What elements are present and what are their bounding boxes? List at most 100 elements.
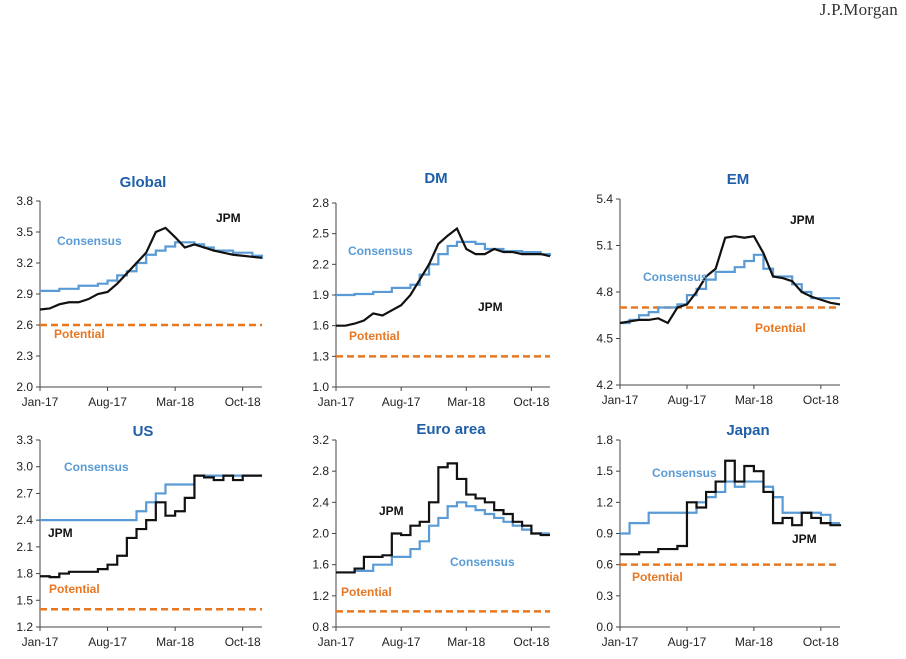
y-tick-label: 1.6	[312, 558, 329, 572]
y-tick-label: 2.7	[16, 486, 33, 500]
x-tick-label: Jan-17	[318, 395, 355, 409]
consensus-series-line	[40, 241, 264, 292]
jpm-series-line	[39, 226, 263, 311]
y-tick-label: 1.9	[312, 288, 329, 302]
y-tick-label: 3.2	[312, 433, 329, 447]
jpmorgan-logo: J.P.Morgan	[819, 0, 898, 19]
chart-panel-em: EM 4.2 4.5 4.8 5.1 5.4 Jan-17 Aug-17 Mar-18 Oct-1…	[578, 168, 878, 413]
x-tick-label: Aug-17	[668, 393, 707, 407]
consensus-label: Consensus	[57, 234, 122, 248]
potential-label: Potential	[54, 327, 105, 341]
x-tick-label: Mar-18	[447, 395, 485, 409]
jpm-label: JPM	[48, 526, 73, 540]
y-tick-label: 2.0	[16, 380, 33, 394]
y-tick-label: 2.0	[312, 527, 329, 541]
chart-panel-euro-area: Euro area 0.8 1.2 1.6 2.0 2.4 2.8 3.2 Jan-17 Aug-…	[288, 420, 588, 659]
y-tick-label: 3.3	[16, 433, 33, 447]
jpm-label: JPM	[792, 532, 817, 546]
x-tick-label: Jan-17	[22, 635, 59, 649]
consensus-series-line	[40, 474, 262, 522]
jpm-series-line	[336, 226, 551, 327]
consensus-series-line	[620, 253, 840, 325]
chart-panel-japan: Japan 0.0 0.3 0.6 0.9 1.2 1.5 1.8 Jan-17 Aug-17 Ma…	[578, 420, 878, 659]
y-tick-label: 2.8	[312, 464, 329, 478]
consensus-label: Consensus	[64, 460, 129, 474]
x-tick-label: Oct-18	[513, 635, 549, 649]
y-tick-label: 2.8	[312, 196, 329, 210]
chart-title: EM	[727, 171, 750, 188]
chart-japan: Japan 0.0 0.3 0.6 0.9 1.2 1.5 1.8 Jan-17 Aug-17 Ma…	[596, 422, 842, 649]
y-tick-label: 1.3	[312, 349, 329, 363]
consensus-series-line	[336, 240, 552, 297]
y-tick-label: 2.6	[16, 318, 33, 332]
y-tick-label: 0.8	[312, 620, 329, 634]
potential-label: Potential	[341, 585, 392, 599]
x-tick-label: Mar-18	[156, 395, 194, 409]
y-tick-label: 2.2	[312, 257, 329, 271]
jpm-label: JPM	[379, 504, 404, 518]
x-tick-label: Jan-17	[602, 393, 639, 407]
y-tick-label: 1.8	[16, 567, 33, 581]
y-tick-label: 5.4	[596, 192, 613, 206]
x-tick-label: Aug-17	[382, 395, 421, 409]
y-tick-label: 1.2	[312, 589, 329, 603]
y-tick-label: 1.5	[16, 593, 33, 607]
chart-title: US	[133, 423, 154, 440]
y-tick-label: 1.8	[596, 433, 613, 447]
consensus-series-line	[336, 501, 550, 574]
consensus-series-line	[620, 480, 840, 535]
potential-label: Potential	[755, 321, 806, 335]
potential-label: Potential	[49, 582, 100, 596]
jpm-label: JPM	[790, 213, 815, 227]
chart-dm: DM 1.0 1.3 1.6 1.9 2.2 2.5 2.8 Jan-17 Aug-17 Mar-1…	[312, 170, 552, 409]
y-tick-label: 0.3	[596, 589, 613, 603]
x-tick-label: Aug-17	[88, 635, 127, 649]
x-tick-label: Jan-17	[22, 395, 59, 409]
x-tick-label: Mar-18	[735, 393, 773, 407]
jpm-label: JPM	[216, 211, 241, 225]
x-tick-label: Aug-17	[668, 635, 707, 649]
y-tick-label: 4.2	[596, 378, 613, 392]
chart-euro-area: Euro area 0.8 1.2 1.6 2.0 2.4 2.8 3.2 Jan-17 Aug-…	[312, 421, 550, 649]
x-tick-label: Aug-17	[88, 395, 127, 409]
x-tick-label: Jan-17	[318, 635, 355, 649]
y-tick-label: 3.0	[16, 460, 33, 474]
x-tick-label: Aug-17	[382, 635, 421, 649]
consensus-label: Consensus	[450, 555, 515, 569]
consensus-label: Consensus	[643, 270, 708, 284]
jpm-series-line	[620, 459, 842, 556]
y-tick-label: 5.1	[596, 239, 613, 253]
x-tick-label: Oct-18	[513, 395, 549, 409]
x-tick-label: Mar-18	[156, 635, 194, 649]
y-tick-label: 2.1	[16, 540, 33, 554]
chart-title: Euro area	[416, 421, 486, 438]
y-tick-label: 1.5	[596, 464, 613, 478]
jpm-series-line	[336, 462, 550, 574]
y-tick-label: 1.2	[16, 620, 33, 634]
y-tick-label: 2.9	[16, 287, 33, 301]
chart-em: EM 4.2 4.5 4.8 5.1 5.4 Jan-17 Aug-17 Mar-18 Oct-1…	[596, 171, 841, 407]
x-tick-label: Oct-18	[803, 635, 839, 649]
potential-label: Potential	[632, 570, 683, 584]
chart-panel-global: Global 2.0 2.3 2.6 2.9 3.2 3.5 3.8 Jan-17 Aug-17 M…	[0, 168, 300, 413]
chart-global: Global 2.0 2.3 2.6 2.9 3.2 3.5 3.8 Jan-17 Aug-17 M…	[16, 174, 264, 409]
y-tick-label: 2.4	[312, 495, 329, 509]
x-tick-label: Oct-18	[225, 635, 261, 649]
chart-title: DM	[424, 170, 447, 187]
y-tick-label: 4.8	[596, 285, 613, 299]
consensus-label: Consensus	[348, 244, 413, 258]
chart-title: Global	[120, 174, 167, 191]
y-tick-label: 3.5	[16, 225, 33, 239]
y-tick-label: 3.2	[16, 256, 33, 270]
consensus-label: Consensus	[652, 466, 717, 480]
chart-title: Japan	[726, 422, 769, 439]
x-tick-label: Oct-18	[225, 395, 261, 409]
x-tick-label: Mar-18	[735, 635, 773, 649]
y-tick-label: 4.5	[596, 332, 613, 346]
x-tick-label: Oct-18	[803, 393, 839, 407]
y-tick-label: 0.6	[596, 558, 613, 572]
y-tick-label: 1.6	[312, 319, 329, 333]
chart-us: US 1.2 1.5 1.8 2.1 2.4 2.7 3.0 3.3 Jan-17 Aug-17 Ma…	[16, 423, 262, 649]
jpm-label: JPM	[478, 300, 503, 314]
chart-panel-us: US 1.2 1.5 1.8 2.1 2.4 2.7 3.0 3.3 Jan-17 Aug-17 Ma…	[0, 420, 300, 659]
